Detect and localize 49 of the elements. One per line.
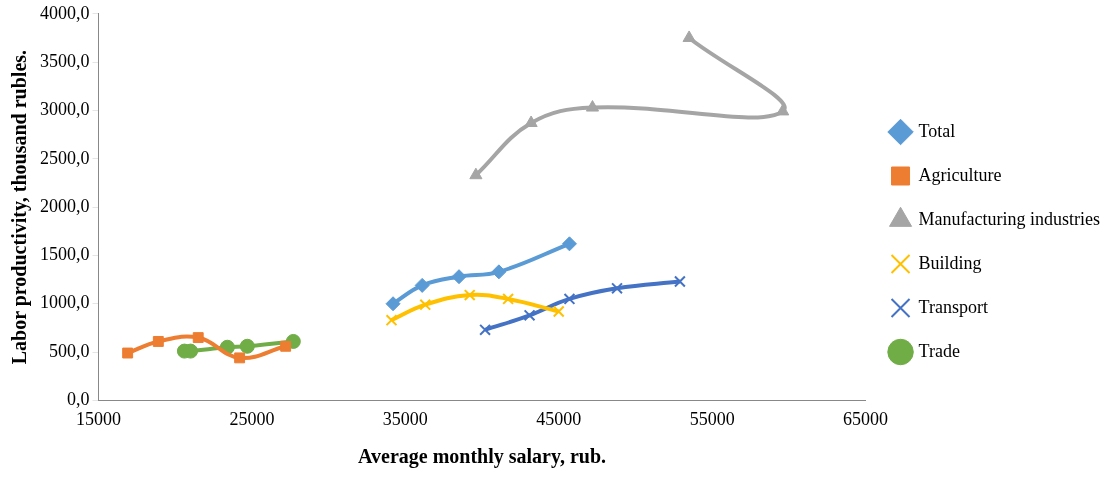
- y-tick-label: 3500,0: [40, 50, 90, 71]
- point: [414, 277, 430, 293]
- legend-label: Manufacturing industries: [918, 208, 1101, 229]
- y-tick-label: 4000,0: [40, 2, 90, 23]
- point: [463, 289, 476, 301]
- point: [585, 100, 600, 112]
- y-tick-label: 3000,0: [40, 99, 90, 120]
- x-tick-label: 15000: [76, 408, 121, 429]
- point: [192, 332, 204, 344]
- point: [385, 314, 398, 327]
- point: [122, 347, 134, 359]
- point: [563, 292, 576, 305]
- legend-label: Total: [918, 120, 956, 141]
- x-tick-label: 45000: [536, 408, 582, 429]
- point: [502, 292, 515, 305]
- point: [673, 275, 686, 288]
- x-tick-label: 55000: [689, 408, 735, 429]
- legend-label: Building: [918, 252, 982, 273]
- point: [469, 167, 483, 180]
- point: [280, 340, 292, 352]
- point: [561, 236, 577, 252]
- point: [152, 335, 164, 347]
- x-tick-label: 65000: [843, 408, 889, 429]
- point: [491, 264, 507, 280]
- point: [611, 282, 623, 295]
- legend-label: Trade: [918, 340, 960, 361]
- y-tick-label: 1000,0: [40, 292, 90, 313]
- y-tick-label: 2500,0: [40, 147, 90, 168]
- point: [451, 269, 467, 285]
- point: [552, 305, 565, 318]
- point: [524, 115, 538, 128]
- point: [234, 352, 246, 364]
- point: [776, 103, 790, 116]
- x-axis-title: Average monthly salary, rub.: [358, 445, 606, 469]
- point: [479, 323, 492, 336]
- y-tick-label: 1500,0: [40, 244, 90, 265]
- y-tick-label: 500,0: [49, 340, 90, 361]
- legend-label: Agriculture: [918, 164, 1002, 185]
- x-tick-label: 25000: [229, 408, 275, 429]
- y-tick-label: 0,0: [67, 389, 90, 410]
- x-tick-label: 35000: [382, 408, 428, 429]
- point: [523, 309, 536, 322]
- point: [385, 296, 401, 312]
- y-axis-title: Labor productivity, thousand rubles.: [8, 49, 32, 365]
- legend-label: Transport: [918, 296, 988, 317]
- point: [682, 30, 696, 42]
- point: [239, 338, 255, 354]
- y-tick-label: 2000,0: [40, 195, 90, 216]
- point: [419, 298, 432, 311]
